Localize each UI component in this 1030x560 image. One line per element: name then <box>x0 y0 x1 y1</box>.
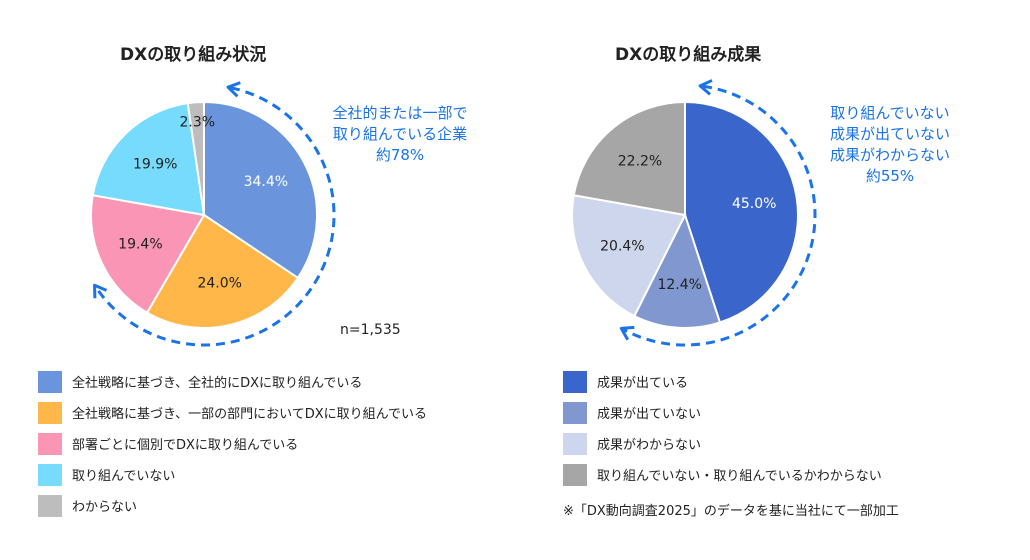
legend-swatch <box>563 370 587 393</box>
legend-item: 部署ごとに個別でDXに取り組んでいる <box>38 428 427 459</box>
pie-slice <box>571 194 687 318</box>
legend-swatch <box>38 494 62 517</box>
legend-swatch <box>563 401 587 424</box>
slice-value-label: 12.4% <box>657 277 701 293</box>
legend-label: 成果が出ている <box>597 376 689 391</box>
legend-swatch <box>38 432 62 455</box>
chart-panel-dx-status: DXの取り組み状況 34.4% 24.0% 19.4% 19.9% 2.3% 全社的また… <box>38 45 500 521</box>
legend-item: わからない <box>38 490 427 521</box>
legend-item: 全社戦略に基づき、全社的にDXに取り組んでいる <box>38 366 427 397</box>
legend-label: 取り組んでいない <box>72 469 176 484</box>
callout-arrow-end-icon <box>619 325 635 341</box>
callout-line: 全社的または一部で <box>332 104 468 122</box>
legend-item: 取り組んでいない <box>38 459 427 490</box>
slice-value-label: 2.3% <box>180 115 216 131</box>
legend-label: 成果がわからない <box>597 438 702 453</box>
sample-size-note: n=1,535 <box>340 322 401 338</box>
slice-value-label: 19.4% <box>118 236 162 252</box>
callout-line: 成果がわからない <box>829 146 950 164</box>
legend-item: 成果が出ていない <box>563 397 882 428</box>
chart-panel-dx-results: DXの取り組み成果 45.0% 12.4% 20.4% 22.2% 取り組んでいない … <box>515 0 1030 560</box>
pie-slice <box>203 100 318 280</box>
callout-line: 約55% <box>865 167 915 185</box>
slice-value-label: 24.0% <box>197 275 241 291</box>
legend-swatch <box>563 432 587 455</box>
callout-dashed-arc <box>623 84 817 347</box>
legend-swatch <box>38 463 62 486</box>
legend-label: 部署ごとに個別でDXに取り組んでいる <box>72 438 299 453</box>
callout-dashed-arc <box>94 86 336 347</box>
callout-arrow-start-icon <box>226 81 241 98</box>
pie-slice <box>632 212 722 329</box>
slice-value-label: 20.4% <box>600 238 644 254</box>
pie-slice <box>90 194 206 314</box>
slice-value-label: 45.0% <box>732 196 776 212</box>
legend: 全社戦略に基づき、全社的にDXに取り組んでいる全社戦略に基づき、一部の部門におい… <box>38 366 427 521</box>
legend-label: 全社戦略に基づき、一部の部門においてDXに取り組んでいる <box>72 407 427 422</box>
legend: 成果が出ている 成果が出ていない 成果がわからない取り組んでいない・取り組んでいるか… <box>563 366 882 490</box>
callout-text: 取り組んでいない 成果が出ていない 成果がわからない 約55% <box>790 103 990 187</box>
callout-arrow-start-icon <box>698 79 713 96</box>
callout-text: 全社的または一部で 取り組んでいる企業 約78% <box>300 103 500 166</box>
pie-slice <box>186 100 205 216</box>
pie-slice <box>684 100 799 324</box>
legend-swatch <box>38 370 62 393</box>
legend-label: 取り組んでいない・取り組んでいるかわからない <box>597 469 882 484</box>
legend-item: 成果がわからない <box>563 428 882 459</box>
callout-line: 取り組んでいる企業 <box>332 125 468 143</box>
legend-label: 全社戦略に基づき、全社的にDXに取り組んでいる <box>72 376 363 391</box>
legend-label: 成果が出ていない <box>597 407 702 422</box>
legend-swatch <box>38 401 62 424</box>
slice-value-label: 34.4% <box>244 174 288 190</box>
source-footnote: ※「DX動向調査2025」のデータを基に当社にて一部加工 <box>563 504 899 519</box>
callout-line: 取り組んでいない <box>830 104 950 122</box>
legend-swatch <box>563 463 587 486</box>
legend-label: わからない <box>72 500 138 515</box>
slice-value-label: 22.2% <box>618 153 662 169</box>
callout-line: 約78% <box>375 146 425 164</box>
slice-value-label: 19.9% <box>133 157 177 173</box>
pie-chart-dx-results: 45.0% 12.4% 20.4% 22.2% <box>571 79 817 347</box>
chart-title: DXの取り組み状況 <box>120 45 267 65</box>
pie-slice <box>145 213 300 329</box>
pie-slice <box>572 100 686 217</box>
legend-item: 成果が出ている <box>563 366 882 397</box>
legend-item: 全社戦略に基づき、一部の部門においてDXに取り組んでいる <box>38 397 427 428</box>
callout-line: 成果が出ていない <box>829 125 950 143</box>
chart-title: DXの取り組み成果 <box>615 45 762 65</box>
pie-chart-dx-status: 34.4% 24.0% 19.4% 19.9% 2.3% <box>90 81 336 347</box>
legend-item: 取り組んでいない・取り組んでいるかわからない <box>563 459 882 490</box>
callout-arrow-end-icon <box>93 283 108 299</box>
pie-slice <box>91 102 206 217</box>
